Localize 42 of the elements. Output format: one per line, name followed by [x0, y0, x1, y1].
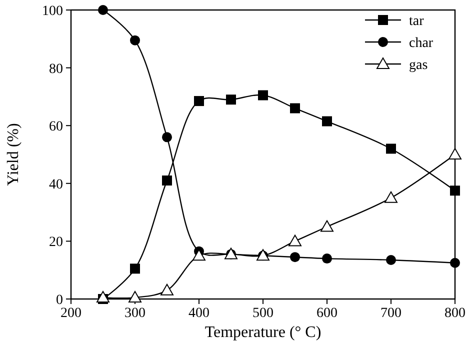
- y-tick-label: 0: [56, 293, 63, 308]
- point: [290, 252, 300, 262]
- x-axis-title: Temperature (° C): [204, 324, 322, 341]
- x-tick-label: 300: [124, 306, 146, 321]
- point: [320, 220, 334, 232]
- point: [322, 116, 332, 126]
- x-tick-label: 400: [188, 306, 210, 321]
- legend-label: char: [409, 36, 434, 51]
- point: [386, 144, 396, 154]
- point: [322, 254, 332, 264]
- x-tick-label: 700: [380, 306, 402, 321]
- x-tick-label: 800: [444, 306, 466, 321]
- y-tick-label: 60: [49, 120, 63, 135]
- y-tick-label: 20: [49, 235, 63, 250]
- point: [130, 35, 140, 46]
- y-tick-label: 40: [49, 177, 63, 192]
- x-tick-label: 500: [252, 306, 274, 321]
- point: [192, 249, 206, 261]
- y-tick-label: 100: [42, 4, 63, 19]
- point: [384, 191, 398, 203]
- point: [258, 90, 268, 100]
- point: [448, 148, 462, 160]
- point: [386, 254, 396, 265]
- point: [290, 103, 300, 114]
- y-axis-title: Yield (%): [5, 123, 22, 186]
- point: [130, 264, 140, 274]
- point: [450, 186, 460, 196]
- legend-label: tar: [409, 14, 424, 29]
- point: [450, 258, 460, 268]
- point: [194, 96, 204, 106]
- x-tick-label: 600: [316, 306, 338, 321]
- y-tick-label: 80: [49, 62, 63, 77]
- point: [288, 234, 302, 246]
- point: [226, 94, 236, 105]
- point: [162, 176, 172, 186]
- x-tick-label: 200: [60, 306, 82, 321]
- point: [160, 284, 174, 296]
- point: [128, 291, 142, 303]
- legend-label: gas: [409, 58, 428, 73]
- point: [96, 291, 110, 303]
- point: [162, 132, 172, 142]
- point: [98, 5, 108, 15]
